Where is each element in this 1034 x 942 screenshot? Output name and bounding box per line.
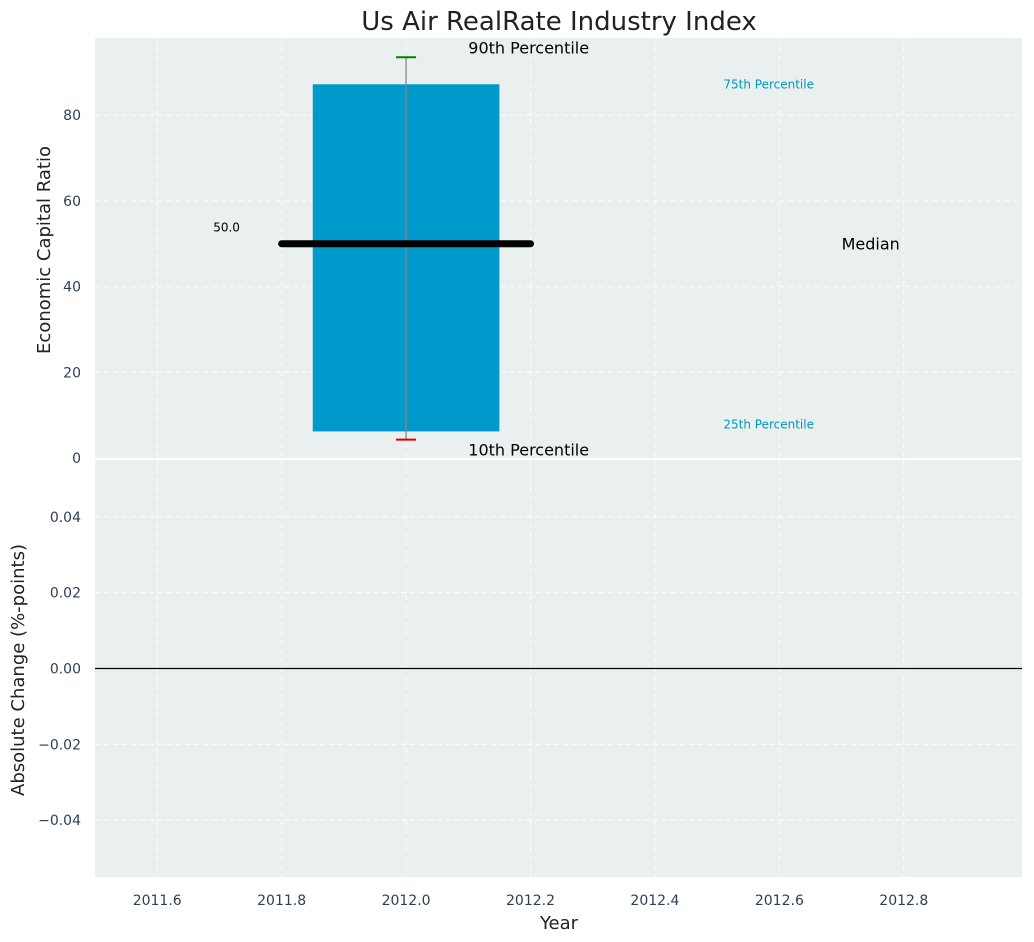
median-value-label: 50.0: [213, 221, 240, 235]
bottom-y-axis-label: Absolute Change (%-points): [8, 544, 29, 796]
top-y-tick-labels: 0 20 40 60 80: [63, 108, 81, 467]
p10-annotation: 10th Percentile: [468, 441, 589, 460]
chart-title: Us Air RealRate Industry Index: [361, 7, 757, 37]
x-tick-label: 2011.8: [257, 893, 306, 909]
top-y-tick-label: 80: [63, 108, 81, 124]
top-y-tick-label: 0: [72, 451, 81, 467]
bottom-y-tick-labels: −0.04 −0.02 0.00 0.02 0.04: [38, 510, 81, 829]
x-tick-label: 2012.0: [382, 893, 431, 909]
top-panel: 0 20 40 60 80 50.0 Median 90th Percentile 10th …: [34, 38, 1022, 467]
top-plot-background: [95, 38, 1022, 458]
top-y-axis-label: Economic Capital Ratio: [34, 146, 55, 354]
x-tick-label: 2012.2: [506, 893, 555, 909]
x-tick-label: 2012.4: [630, 893, 679, 909]
bottom-y-tick-label: 0.00: [50, 662, 81, 678]
median-annotation: Median: [842, 235, 900, 254]
x-tick-label: 2011.6: [133, 893, 182, 909]
top-annotations: 50.0 Median 90th Percentile 10th Percentile…: [213, 38, 900, 459]
bottom-y-tick-label: 0.04: [50, 510, 81, 526]
bottom-x-tick-labels: 2011.6 2011.8 2012.0 2012.2 2012.4 2012.6 2012…: [133, 893, 929, 909]
p75-annotation: 75th Percentile: [723, 77, 814, 91]
p25-annotation: 25th Percentile: [723, 417, 814, 431]
bottom-panel: −0.04 −0.02 0.00 0.02 0.04 2011.6 2011.8 2012.…: [8, 460, 1022, 934]
top-y-tick-label: 60: [63, 194, 81, 210]
bottom-y-tick-label: 0.02: [50, 586, 81, 602]
x-axis-label: Year: [539, 913, 579, 934]
top-box-marks: [278, 56, 535, 441]
x-tick-label: 2012.8: [879, 893, 928, 909]
bottom-y-tick-label: −0.02: [38, 737, 81, 753]
top-y-tick-label: 40: [63, 280, 81, 296]
x-tick-label: 2012.6: [755, 893, 804, 909]
top-y-tick-label: 20: [63, 365, 81, 381]
p90-annotation: 90th Percentile: [468, 38, 589, 57]
bottom-y-tick-label: −0.04: [38, 813, 81, 829]
